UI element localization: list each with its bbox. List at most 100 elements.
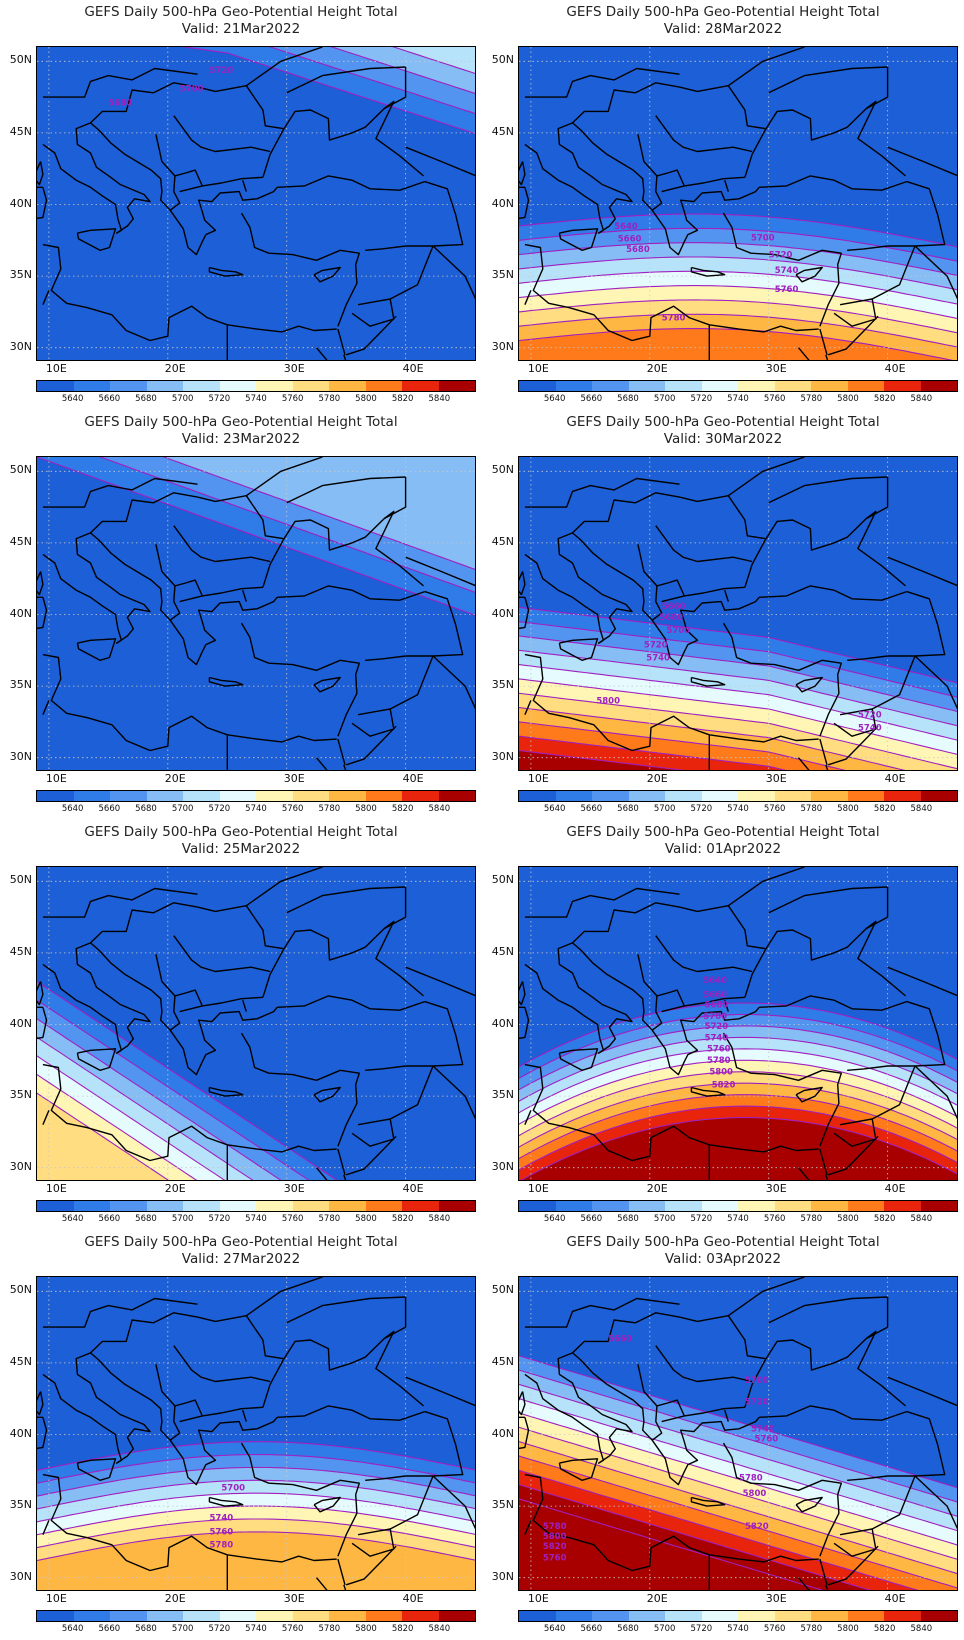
colorbar-label: 5840: [910, 804, 933, 814]
contour-label: 5700: [751, 233, 775, 243]
coastline: [524, 290, 532, 305]
longitude-label: 10E: [527, 362, 549, 375]
colorbar-label: 5660: [580, 394, 603, 404]
colorbar-label: 5740: [727, 804, 749, 814]
coastline: [661, 1415, 685, 1423]
coastline: [651, 585, 663, 621]
latitude-label: 30N: [491, 339, 514, 353]
longitude-label: 10E: [527, 772, 549, 785]
contour-line: [37, 999, 310, 1180]
coastline: [679, 905, 766, 950]
coastline: [383, 1297, 407, 1340]
latitude-label: 40N: [9, 606, 32, 620]
map-panel-3: GEFS Daily 500-hPa Geo-Potential Height …: [0, 410, 482, 820]
coastline: [744, 920, 906, 998]
colorbar: [36, 1610, 476, 1622]
latitude-label: 50N: [491, 1283, 514, 1297]
contour-line: [519, 735, 787, 770]
colorbar-swatch: [701, 381, 738, 391]
coastline: [337, 328, 346, 355]
colorbar-swatch: [738, 1611, 775, 1621]
latitude-label: 40N: [9, 1426, 32, 1440]
colorbar-label: 5800: [837, 1624, 859, 1634]
contour-line: [519, 1369, 957, 1503]
panel-valid-date: Valid: 21Mar2022: [181, 21, 301, 37]
colorbar-label: 5680: [617, 804, 639, 814]
coastline: [572, 122, 760, 256]
coastline: [558, 228, 599, 251]
latitude-label: 30N: [9, 339, 32, 353]
colorbar-swatch: [73, 791, 110, 801]
coastline: [722, 622, 842, 737]
contour-line: [98, 457, 475, 593]
coastline: [315, 757, 328, 770]
colorbar-label: 5820: [391, 1624, 414, 1634]
contour-line: [519, 606, 957, 684]
coastline: [245, 457, 323, 497]
coastline: [179, 595, 203, 603]
longitude-label: 30E: [765, 1592, 787, 1605]
coastline: [42, 290, 50, 305]
height-field-map: [37, 457, 475, 770]
coastline: [286, 886, 406, 914]
longitude-label: 30E: [765, 362, 787, 375]
contour-line: [519, 213, 957, 248]
contour-label: 5780: [209, 1541, 233, 1551]
colorbar-label: 5820: [391, 1214, 414, 1224]
colorbar-label: 5820: [873, 1624, 896, 1634]
contour-line: [519, 692, 957, 770]
coastline: [524, 1520, 532, 1535]
coastline: [827, 315, 879, 356]
coastline: [313, 676, 341, 693]
height-field-map: 5700 5740 5760 5780: [37, 1277, 475, 1590]
coastline: [37, 1416, 48, 1450]
colorbar-swatch: [701, 1201, 738, 1211]
coastline: [558, 638, 599, 661]
coastline: [519, 1006, 530, 1040]
colorbar-label: 5680: [617, 394, 639, 404]
latitude-label: 30N: [491, 749, 514, 763]
colorbar-swatch: [146, 1201, 183, 1211]
coastline: [655, 525, 753, 563]
coastline: [759, 995, 907, 1011]
longitude-label: 40E: [884, 1182, 906, 1195]
coastline: [277, 995, 425, 1011]
coastline: [76, 228, 117, 251]
coastline: [242, 179, 247, 192]
colorbar-label: 5740: [245, 394, 267, 404]
colorbar-swatch: [738, 791, 775, 801]
coastline: [759, 585, 907, 601]
coastline: [357, 1065, 434, 1126]
colorbar-label: 5640: [61, 1214, 84, 1224]
latitude-label: 40N: [491, 1426, 514, 1440]
contour-label: 5820: [712, 1081, 736, 1091]
colorbar-swatch: [774, 1611, 811, 1621]
colorbar-label: 5720: [690, 1214, 713, 1224]
colorbar-swatch: [37, 1611, 74, 1621]
contour-line: [519, 721, 846, 770]
coastline: [345, 1545, 397, 1586]
colorbar-swatch: [438, 381, 475, 391]
colorbar-label: 5820: [391, 394, 414, 404]
colorbar-label: 5680: [135, 394, 157, 404]
colorbar-swatch: [183, 381, 220, 391]
contour-line: [519, 1398, 957, 1532]
colorbar-swatch: [920, 791, 957, 801]
colorbar-label: 5700: [653, 394, 676, 404]
contour-line: [519, 242, 957, 276]
contour-line: [519, 285, 957, 319]
colorbar-label: 5720: [208, 394, 231, 404]
map-frame: 5640 5660 5680 5700 5720 5740 5760 5780: [518, 46, 958, 361]
coastline: [797, 1577, 810, 1590]
map-frame: [36, 456, 476, 771]
contour-label: 5780: [543, 1522, 567, 1532]
coastline: [313, 1086, 341, 1103]
coastline: [839, 245, 916, 306]
coastline: [524, 700, 532, 715]
colorbar-swatch: [519, 791, 556, 801]
colorbar-label: 5720: [690, 1624, 713, 1634]
latitude-label: 35N: [9, 1498, 32, 1512]
latitude-label: 35N: [9, 1088, 32, 1102]
contour-line: [519, 1105, 957, 1171]
contour-line: [519, 678, 957, 755]
